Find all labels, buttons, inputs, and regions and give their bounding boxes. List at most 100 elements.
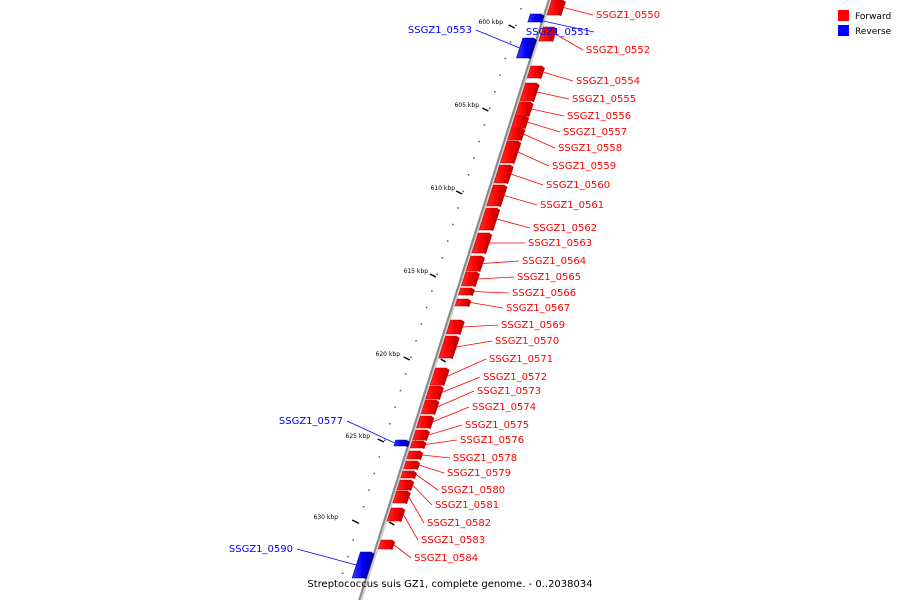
minor-tick bbox=[436, 273, 438, 276]
gene-leader-line bbox=[542, 71, 574, 82]
gene-block[interactable] bbox=[400, 470, 415, 479]
gene-label[interactable]: SSGZ1_0564 bbox=[522, 256, 586, 267]
gene-label[interactable]: SSGZ1_0581 bbox=[435, 500, 499, 511]
gene-leader-line bbox=[523, 133, 556, 149]
gene-leader-line bbox=[473, 291, 510, 294]
minor-tick bbox=[457, 207, 459, 209]
gene-block-shade bbox=[414, 461, 421, 470]
major-tick bbox=[440, 358, 447, 363]
minor-tick bbox=[462, 190, 465, 193]
tick-label: 600 kbp bbox=[479, 19, 504, 26]
legend-label: Forward bbox=[855, 12, 891, 22]
gene-label[interactable]: SSGZ1_0570 bbox=[495, 336, 559, 347]
minor-tick bbox=[452, 223, 454, 226]
major-tick bbox=[403, 356, 411, 361]
gene-label[interactable]: SSGZ1_0556 bbox=[567, 111, 631, 122]
gene-label[interactable]: SSGZ1_0577 bbox=[279, 416, 343, 427]
minor-tick bbox=[504, 57, 507, 60]
major-tick bbox=[388, 521, 395, 526]
gene-label[interactable]: SSGZ1_0552 bbox=[586, 45, 650, 56]
gene-block[interactable] bbox=[454, 298, 469, 307]
minor-tick bbox=[509, 41, 512, 43]
gene-block-shade bbox=[558, 0, 566, 16]
gene-leader-line bbox=[425, 439, 458, 445]
tick-label: 615 kbp bbox=[404, 268, 429, 275]
gene-block-shade bbox=[518, 128, 526, 141]
minor-tick bbox=[373, 472, 375, 475]
gene-label[interactable]: SSGZ1_0584 bbox=[414, 553, 478, 564]
gene-label[interactable]: SSGZ1_0554 bbox=[576, 76, 640, 87]
gene-leader-line bbox=[402, 514, 419, 541]
gene-label[interactable]: SSGZ1_0578 bbox=[453, 453, 517, 464]
gene-label[interactable]: SSGZ1_0574 bbox=[472, 402, 536, 413]
gene-block-shade bbox=[363, 552, 375, 579]
backbone-layer bbox=[358, 0, 552, 601]
gene-label[interactable]: SSGZ1_0565 bbox=[517, 272, 581, 283]
genome-caption: Streptococcus suis GZ1, complete genome.… bbox=[307, 579, 592, 590]
gene-label[interactable]: SSGZ1_0563 bbox=[528, 238, 592, 249]
gene-block[interactable] bbox=[458, 287, 473, 296]
minor-tick bbox=[415, 340, 417, 342]
gene-label[interactable]: SSGZ1_0550 bbox=[596, 10, 660, 21]
gene-block-shade bbox=[404, 440, 410, 447]
tick-label: 620 kbp bbox=[376, 351, 401, 358]
gene-leader-line bbox=[496, 218, 531, 229]
gene-block[interactable] bbox=[393, 439, 408, 447]
minor-tick bbox=[446, 240, 449, 242]
gene-leader-line bbox=[517, 151, 550, 167]
gene-leader-line bbox=[446, 358, 487, 377]
gene-label[interactable]: SSGZ1_0553 bbox=[408, 25, 472, 36]
gene-leader-line bbox=[428, 424, 463, 436]
minor-tick bbox=[420, 323, 423, 325]
gene-label[interactable]: SSGZ1_0566 bbox=[512, 288, 576, 299]
gene-label[interactable]: SSGZ1_0560 bbox=[546, 180, 610, 191]
gene-block-shade bbox=[449, 336, 460, 359]
gene-block-shade bbox=[505, 165, 514, 184]
gene-leader-line bbox=[437, 390, 475, 408]
gene-label[interactable]: SSGZ1_0561 bbox=[540, 200, 604, 211]
gene-label[interactable]: SSGZ1_0558 bbox=[558, 143, 622, 154]
gene-label[interactable]: SSGZ1_0575 bbox=[465, 420, 529, 431]
gene-label[interactable]: SSGZ1_0576 bbox=[460, 435, 524, 446]
gene-label[interactable]: SSGZ1_0579 bbox=[447, 468, 511, 479]
gene-block-shade bbox=[538, 66, 545, 79]
gene-label[interactable]: SSGZ1_0582 bbox=[427, 518, 491, 529]
gene-block-shade bbox=[441, 368, 450, 386]
gene-label[interactable]: SSGZ1_0559 bbox=[552, 161, 616, 172]
gene-leader-line bbox=[482, 260, 520, 264]
gene-label[interactable]: SSGZ1_0562 bbox=[533, 223, 597, 234]
gene-label[interactable]: SSGZ1_0555 bbox=[572, 94, 636, 105]
gene-leader-line bbox=[527, 121, 561, 133]
gene-block-shade bbox=[469, 288, 475, 296]
gene-block-shade bbox=[466, 299, 472, 307]
gene-leader-line bbox=[462, 324, 499, 328]
gene-label[interactable]: SSGZ1_0571 bbox=[489, 354, 553, 365]
tick-label: 605 kbp bbox=[455, 102, 480, 109]
gene-label[interactable]: SSGZ1_0583 bbox=[421, 535, 485, 546]
minor-tick bbox=[478, 140, 480, 143]
gene-block-shade bbox=[482, 233, 493, 254]
gene-label[interactable]: SSGZ1_0567 bbox=[506, 303, 570, 314]
gene-label[interactable]: SSGZ1_0569 bbox=[501, 320, 565, 331]
gene-block[interactable] bbox=[409, 440, 424, 449]
gene-leader-line bbox=[529, 17, 595, 33]
minor-tick bbox=[488, 107, 491, 110]
minor-tick bbox=[341, 572, 344, 574]
gene-leader-line bbox=[531, 108, 565, 117]
gene-leader-line bbox=[296, 548, 357, 566]
gene-label[interactable]: SSGZ1_0590 bbox=[229, 544, 293, 555]
gene-label[interactable]: SSGZ1_0573 bbox=[477, 386, 541, 397]
gene-block-shade bbox=[411, 471, 418, 479]
minor-tick bbox=[473, 157, 475, 159]
minor-tick bbox=[520, 8, 522, 10]
gene-leader-line bbox=[456, 340, 493, 348]
gene-label[interactable]: SSGZ1_0557 bbox=[563, 127, 627, 138]
gene-label[interactable]: SSGZ1_0551 bbox=[526, 27, 590, 38]
minor-tick bbox=[378, 456, 381, 458]
gene-label[interactable]: SSGZ1_0572 bbox=[483, 372, 547, 383]
gene-leader-line bbox=[475, 29, 520, 49]
gene-leader-line bbox=[563, 7, 594, 16]
gene-label[interactable]: SSGZ1_0580 bbox=[441, 485, 505, 496]
minor-tick bbox=[410, 356, 412, 359]
